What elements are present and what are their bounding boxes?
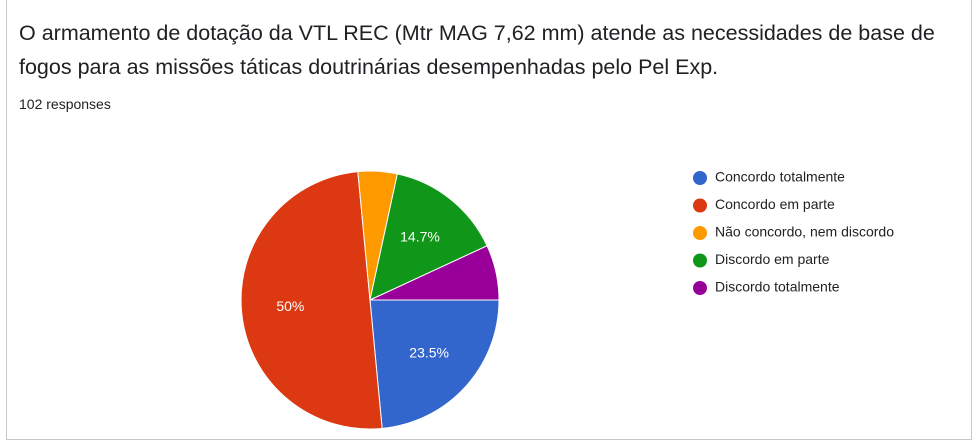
pie-slice xyxy=(240,171,383,430)
pie-slice xyxy=(369,173,488,301)
legend-swatch xyxy=(693,226,707,240)
question-title: O armamento de dotação da VTL REC (Mtr M… xyxy=(19,21,935,79)
legend-label: Discordo totalmente xyxy=(715,279,840,295)
legend-label: Concordo totalmente xyxy=(715,169,845,185)
legend-swatch xyxy=(693,198,707,213)
slice-label: 14.7% xyxy=(400,228,440,244)
slice-label: 50% xyxy=(276,298,304,314)
legend-swatch xyxy=(693,171,707,185)
legend-label: Discordo em parte xyxy=(715,251,830,267)
legend-swatch xyxy=(693,253,707,268)
legend-label: Concordo em parte xyxy=(715,196,835,212)
legend-swatch xyxy=(693,281,707,295)
legend-label: Não concordo, nem discordo xyxy=(715,224,894,240)
slice-label: 23.5% xyxy=(409,345,449,361)
response-card: O armamento de dotação da VTL REC (Mtr M… xyxy=(6,0,972,440)
pie-slice xyxy=(369,245,500,301)
response-count: 102 responses xyxy=(19,96,111,112)
pie-slice xyxy=(369,299,500,429)
